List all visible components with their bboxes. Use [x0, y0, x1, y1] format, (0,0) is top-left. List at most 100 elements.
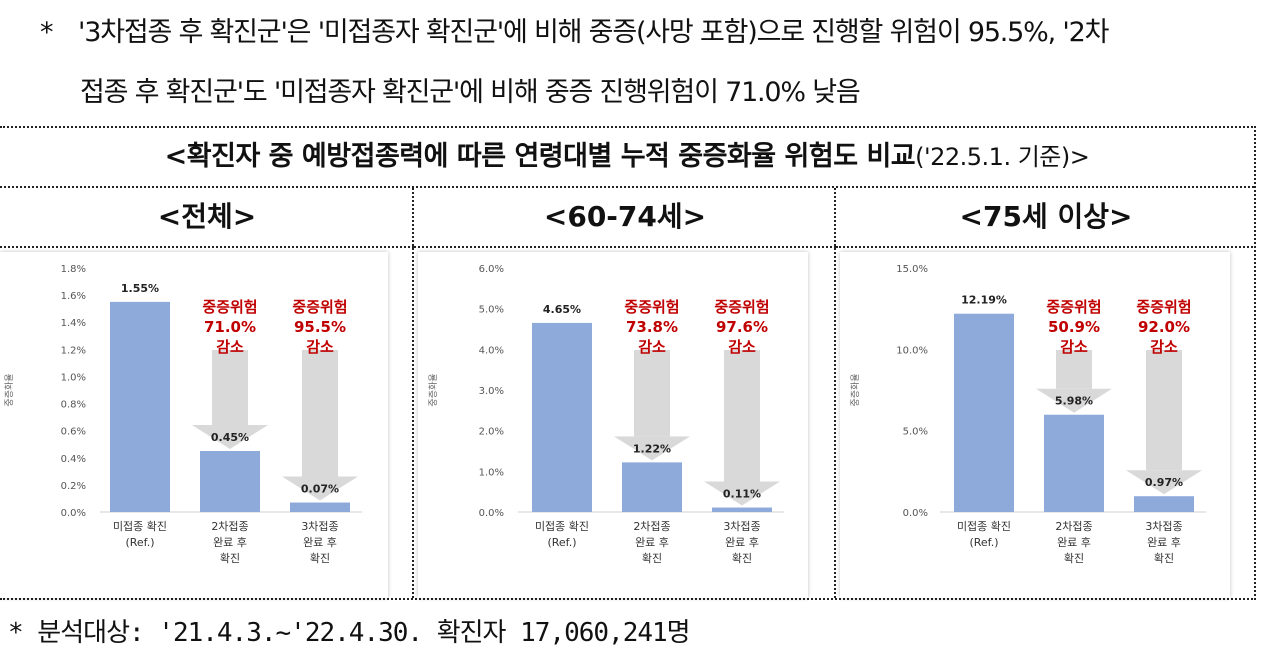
y-tick-label: 0.0%	[903, 508, 928, 519]
bar	[110, 301, 170, 512]
decrease-arrow-head	[1126, 470, 1202, 495]
x-category-label: 미접종 확진	[113, 520, 167, 533]
decrease-arrow-head	[1036, 388, 1112, 413]
risk-reduction-label: 92.0%	[1138, 318, 1190, 336]
x-category-label: 2차접종	[633, 520, 670, 533]
note-line-2: 접종 후 확진군'도 '미접종자 확진군'에 비해 중증 진행위험이 71.0%…	[80, 77, 861, 108]
y-tick-label: 0.2%	[61, 481, 86, 492]
y-tick-label: 0.0%	[479, 508, 504, 519]
data-label: 1.22%	[633, 442, 671, 455]
y-axis-label: 중증화율	[4, 373, 15, 406]
decrease-arrow-shaft	[1056, 350, 1092, 389]
y-tick-label: 3.0%	[479, 386, 504, 397]
chart-panel-all: 중증화율 0.0% 0.2% 0.4% 0.6% 0.8% 1.0% 1.2% 1.4% 1.6%…	[0, 252, 388, 598]
x-category-label: 미접종 확진	[535, 520, 589, 533]
data-label: 12.19%	[961, 294, 1007, 307]
y-tick-label: 1.0%	[479, 467, 504, 478]
x-category-label: 2차접종	[1055, 520, 1092, 533]
y-tick-label: 1.6%	[61, 291, 86, 302]
x-category-label: 확진	[220, 552, 240, 565]
decrease-arrow-head	[282, 476, 358, 501]
table-title-date: ('22.5.1. 기준)>	[915, 143, 1090, 171]
decrease-arrow-head	[614, 436, 690, 461]
risk-reduction-label: 감소	[728, 338, 756, 356]
y-tick-label: 6.0%	[479, 264, 504, 275]
table-title: <확진자 중 예방접종력에 따른 연령대별 누적 중증화율 위험도 비교('22…	[0, 128, 1254, 188]
risk-reduction-label: 감소	[1060, 338, 1088, 356]
x-category-label: 완료 후	[1057, 536, 1091, 549]
risk-reduction-label: 중증위험	[202, 298, 257, 316]
column-header-75-plus: <75세 이상>	[836, 188, 1256, 248]
column-divider	[412, 188, 414, 598]
y-tick-label: 0.4%	[61, 454, 86, 465]
risk-reduction-label: 중증위험	[1046, 298, 1101, 316]
column-divider	[834, 188, 836, 598]
bar	[712, 507, 772, 512]
x-category-label: 완료 후	[1147, 536, 1181, 549]
data-label: 0.45%	[211, 431, 249, 444]
x-category-label: 미접종 확진	[957, 520, 1011, 533]
y-tick-label: 0.0%	[61, 508, 86, 519]
bar	[954, 313, 1014, 512]
column-header-60-74: <60-74세>	[414, 188, 836, 248]
decrease-arrow-head	[704, 481, 780, 506]
column-header-all: <전체>	[0, 188, 414, 248]
data-label: 0.11%	[723, 488, 761, 501]
x-category-label: (Ref.)	[125, 536, 154, 549]
x-category-label: 2차접종	[211, 520, 248, 533]
x-category-label: 3차접종	[301, 520, 338, 533]
risk-reduction-label: 95.5%	[294, 318, 346, 336]
risk-reduction-label: 감소	[306, 338, 334, 356]
x-category-label: 확진	[642, 552, 662, 565]
footnote: * 분석대상: '21.4.3.~'22.4.30. 확진자 17,060,24…	[8, 618, 691, 648]
decrease-arrow-shaft	[212, 350, 248, 425]
y-tick-label: 10.0%	[896, 345, 928, 356]
bar	[622, 462, 682, 512]
risk-reduction-label: 73.8%	[626, 318, 678, 336]
chart-75-plus: 중증화율 0.0% 5.0% 10.0% 15.0% 12.19% 미접종 확진 (Ref.)…	[850, 264, 1206, 565]
bullet-star: *	[40, 17, 54, 48]
data-label: 5.98%	[1055, 395, 1093, 408]
x-category-label: 확진	[1064, 552, 1084, 565]
y-tick-label: 1.4%	[61, 318, 86, 329]
y-tick-label: 1.8%	[61, 264, 86, 275]
chart-all: 중증화율 0.0% 0.2% 0.4% 0.6% 0.8% 1.0% 1.2% 1.4% 1.6%…	[4, 264, 362, 565]
table-title-main: <확진자 중 예방접종력에 따른 연령대별 누적 중증화율 위험도 비교	[164, 141, 916, 172]
risk-reduction-label: 71.0%	[204, 318, 256, 336]
comparison-table: <확진자 중 예방접종력에 따른 연령대별 누적 중증화율 위험도 비교('22…	[0, 126, 1256, 600]
risk-reduction-label: 감소	[638, 338, 666, 356]
decrease-arrow-shaft	[634, 350, 670, 437]
risk-reduction-label: 97.6%	[716, 318, 768, 336]
x-category-label: (Ref.)	[969, 536, 998, 549]
risk-reduction-label: 중증위험	[1136, 298, 1191, 316]
bar	[1044, 414, 1104, 512]
data-label: 0.07%	[301, 483, 339, 496]
bar	[532, 322, 592, 512]
y-tick-label: 0.6%	[61, 427, 86, 438]
data-label: 4.65%	[543, 303, 581, 316]
risk-reduction-label: 50.9%	[1048, 318, 1100, 336]
decrease-arrow-shaft	[724, 350, 760, 482]
risk-reduction-label: 중증위험	[292, 298, 347, 316]
bar	[1134, 496, 1194, 512]
x-category-label: 완료 후	[635, 536, 669, 549]
data-label: 0.97%	[1145, 476, 1183, 489]
risk-reduction-label: 감소	[216, 338, 244, 356]
y-tick-label: 1.0%	[61, 372, 86, 383]
y-tick-label: 0.8%	[61, 400, 86, 411]
chart-panel-75-plus: 중증화율 0.0% 5.0% 10.0% 15.0% 12.19% 미접종 확진 (Ref.)…	[840, 252, 1230, 598]
x-category-label: 완료 후	[725, 536, 759, 549]
y-tick-label: 1.2%	[61, 345, 86, 356]
risk-reduction-label: 중증위험	[624, 298, 679, 316]
y-tick-label: 15.0%	[896, 264, 928, 275]
data-label: 1.55%	[121, 282, 159, 295]
y-tick-label: 2.0%	[479, 427, 504, 438]
chart-panel-60-74: 중증화율 0.0% 1.0% 2.0% 3.0% 4.0% 5.0% 6.0% 4.65% 미접종…	[418, 252, 808, 598]
bar	[200, 451, 260, 512]
y-tick-label: 5.0%	[903, 427, 928, 438]
y-tick-label: 4.0%	[479, 345, 504, 356]
decrease-arrow-shaft	[1146, 350, 1182, 471]
x-category-label: 확진	[310, 552, 330, 565]
y-axis-label: 중증화율	[850, 373, 861, 406]
x-category-label: 확진	[732, 552, 752, 565]
